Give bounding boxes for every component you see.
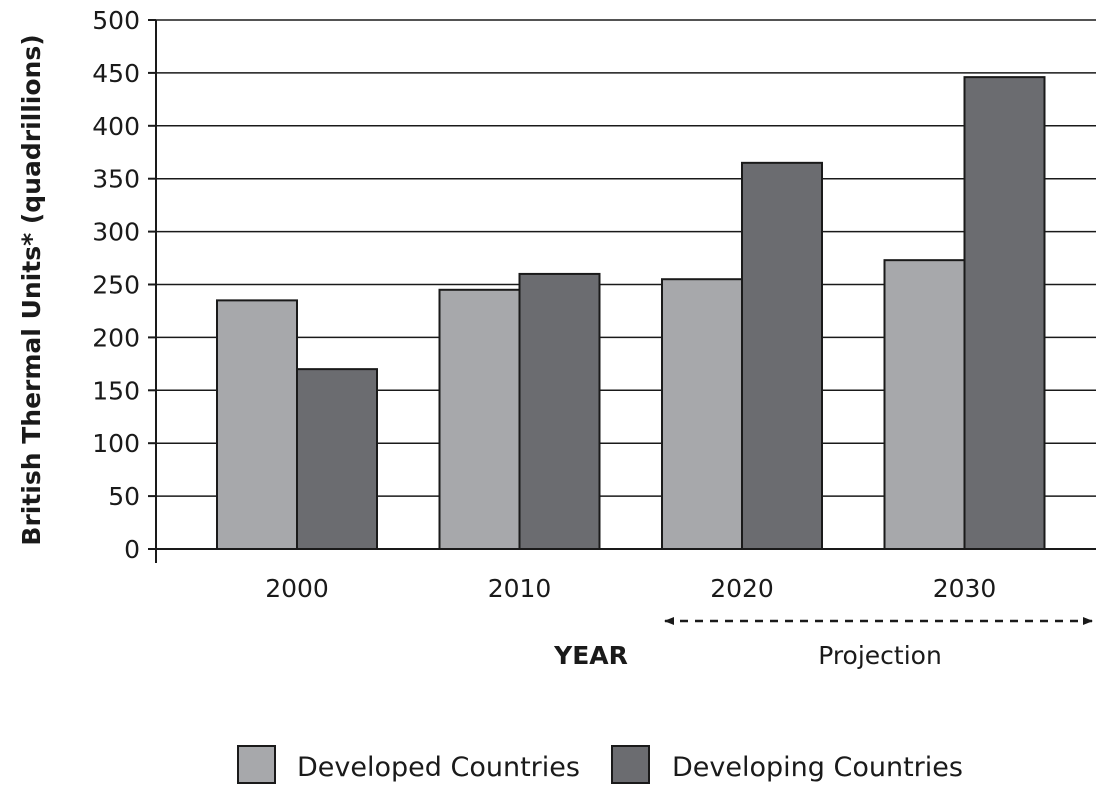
y-tick-label: 150 [92,376,140,405]
bar-developed-2020 [661,278,743,550]
legend: Developed Countries Developing Countries [237,745,963,784]
bar-developing-2010 [518,272,601,550]
legend-swatch-developing [611,745,650,784]
y-tick-label: 0 [124,535,140,564]
x-tick-label: 2020 [710,574,774,603]
x-tick-label: 2000 [265,574,329,603]
projection-label: Projection [818,641,942,670]
x-axis-title: YEAR [553,641,628,670]
bar-developing-2030 [963,76,1046,551]
y-tick-label: 500 [92,6,140,35]
legend-swatch-developed [237,745,276,784]
y-tick-label: 100 [92,429,140,458]
y-tick-label: 400 [92,112,140,141]
x-tick-label: 2010 [488,574,552,603]
bar-developing-2000 [296,368,378,551]
y-tick-label: 350 [92,165,140,194]
bars [216,76,1046,551]
x-tick-label: 2030 [933,574,997,603]
y-tick-label: 300 [92,218,140,247]
bar-developed-2010 [438,288,521,550]
axes: 0 50 100 150 200 250 300 350 400 450 500 2000 2010 20… [92,6,1096,603]
bar-developed-2030 [883,259,966,550]
y-tick-label: 250 [92,271,140,300]
bar-developing-2020 [741,161,823,551]
y-tick-label: 200 [92,323,140,352]
y-tick-label: 50 [108,482,140,511]
legend-label-developing: Developing Countries [672,752,963,783]
bar-developed-2000 [216,299,298,550]
y-tick-label: 450 [92,59,140,88]
y-axis-title: British Thermal Units* (quadrillions) [17,34,46,545]
projection-annotation: Projection [664,617,1093,670]
legend-label-developed: Developed Countries [297,752,580,783]
